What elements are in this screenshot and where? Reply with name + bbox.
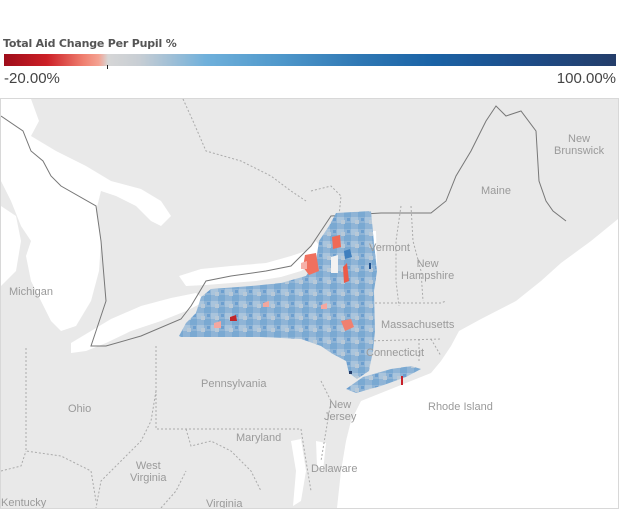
label-new-jersey: New Jersey <box>324 399 357 423</box>
legend-zero-tick <box>107 65 108 69</box>
label-michigan: Michigan <box>9 286 54 298</box>
basemap <box>1 99 618 508</box>
label-kentucky: Kentucky <box>1 497 47 509</box>
label-pennsylvania: Pennsylvania <box>201 378 267 390</box>
legend-color-ramp <box>4 54 616 66</box>
color-legend: Total Aid Change Per Pupil % -20.00% 100… <box>0 34 620 90</box>
label-connecticut: Connecticut <box>366 347 425 359</box>
legend-title: Total Aid Change Per Pupil % <box>3 37 177 50</box>
map-view[interactable]: New Brunswick Maine Vermont New Hampshire … <box>0 98 619 509</box>
legend-max-label: 100.00% <box>556 70 616 87</box>
legend-min-label: -20.00% <box>4 70 60 87</box>
label-west-virginia: West Virginia <box>130 460 167 484</box>
label-virginia: Virginia <box>206 498 243 509</box>
label-maine: Maine <box>481 185 511 197</box>
label-massachusetts: Massachusetts <box>381 319 455 331</box>
label-ohio: Ohio <box>68 403 92 415</box>
label-maryland: Maryland <box>236 432 282 444</box>
label-new-hampshire: New Hampshire <box>401 258 455 282</box>
label-rhode-island: Rhode Island <box>428 401 493 413</box>
label-new-brunswick: New Brunswick <box>554 133 605 157</box>
label-delaware: Delaware <box>311 463 358 475</box>
label-vermont: Vermont <box>369 242 410 254</box>
